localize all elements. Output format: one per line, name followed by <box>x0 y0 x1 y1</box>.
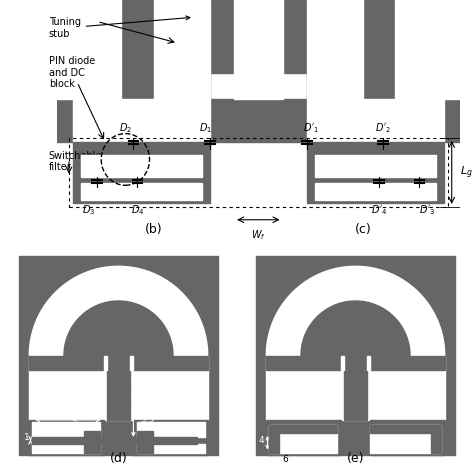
Bar <box>269 425 337 433</box>
Bar <box>57 0 121 99</box>
Text: $D_4$: $D_4$ <box>131 203 144 217</box>
Bar <box>307 142 444 202</box>
Text: 4: 4 <box>258 436 264 445</box>
Bar <box>266 356 341 370</box>
Bar <box>307 99 444 142</box>
Text: (b): (b) <box>145 223 163 236</box>
Bar <box>69 138 447 207</box>
Bar <box>269 433 279 453</box>
Bar <box>266 420 341 455</box>
Bar <box>57 0 210 99</box>
Bar <box>266 356 445 420</box>
Bar <box>73 142 210 202</box>
Bar <box>315 155 436 177</box>
Bar <box>133 420 208 455</box>
Text: 0.5: 0.5 <box>32 431 44 440</box>
Bar <box>32 444 100 453</box>
Bar <box>32 422 100 437</box>
Bar <box>107 356 130 420</box>
Text: $D_1$: $D_1$ <box>200 121 212 135</box>
Bar <box>344 356 367 420</box>
Bar <box>341 356 344 370</box>
Bar <box>315 183 436 201</box>
Bar <box>210 0 307 73</box>
Bar <box>234 0 283 99</box>
Text: $D'_4$: $D'_4$ <box>371 203 387 217</box>
Bar <box>133 356 208 370</box>
Bar <box>307 0 460 99</box>
Bar <box>130 356 133 370</box>
Polygon shape <box>29 266 208 356</box>
Bar <box>81 183 202 201</box>
Text: $W_f$: $W_f$ <box>251 228 266 242</box>
Bar <box>137 437 197 444</box>
Text: 6: 6 <box>282 455 288 464</box>
Text: Switchable
filter: Switchable filter <box>49 151 102 173</box>
Bar <box>84 431 100 453</box>
Bar <box>137 444 205 453</box>
Text: (e): (e) <box>347 452 364 465</box>
Bar <box>269 425 337 453</box>
Polygon shape <box>266 266 445 356</box>
Bar <box>307 0 363 99</box>
Text: 3: 3 <box>71 420 77 429</box>
Bar <box>370 356 445 370</box>
Bar <box>154 0 210 99</box>
Text: 3.5: 3.5 <box>140 415 155 424</box>
Bar <box>73 99 210 142</box>
Bar <box>29 420 104 455</box>
Bar <box>395 0 460 99</box>
Bar <box>137 422 205 437</box>
Bar <box>104 356 107 370</box>
Bar <box>370 420 445 455</box>
Text: (c): (c) <box>355 223 372 236</box>
Text: Tuning
stub: Tuning stub <box>49 16 190 39</box>
Text: $D'_3$: $D'_3$ <box>419 203 436 217</box>
Polygon shape <box>64 301 173 356</box>
Bar <box>81 155 202 177</box>
Text: $D_2$: $D_2$ <box>119 121 132 135</box>
Text: $L_g$: $L_g$ <box>460 164 473 181</box>
Bar <box>32 437 92 444</box>
Text: $D'_1$: $D'_1$ <box>302 121 319 135</box>
Bar <box>431 433 441 453</box>
Bar <box>367 356 370 370</box>
Bar <box>57 99 460 142</box>
Text: PIN diode
and DC
block: PIN diode and DC block <box>49 56 95 89</box>
Text: $D_3$: $D_3$ <box>82 203 96 217</box>
Bar <box>137 431 153 453</box>
Text: 8: 8 <box>302 407 308 416</box>
Polygon shape <box>301 301 410 356</box>
Bar <box>370 425 441 433</box>
Text: 3.5: 3.5 <box>140 381 155 390</box>
Text: $D'_2$: $D'_2$ <box>375 121 391 135</box>
Text: 5: 5 <box>65 410 71 419</box>
Text: (d): (d) <box>109 452 128 465</box>
Bar <box>29 356 208 420</box>
Text: 1: 1 <box>23 433 29 442</box>
Bar <box>29 356 104 370</box>
Bar <box>370 425 441 453</box>
